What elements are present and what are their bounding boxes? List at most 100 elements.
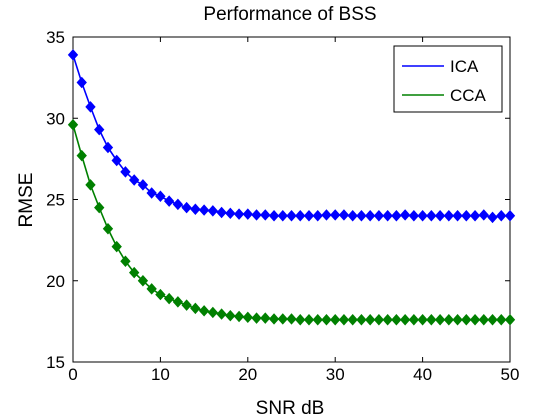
data-point [242, 311, 253, 324]
data-point [295, 314, 306, 326]
data-point [268, 210, 280, 222]
data-point [129, 266, 140, 279]
y-tick-label: 25 [46, 191, 65, 210]
data-point [198, 204, 210, 216]
data-point [137, 179, 149, 191]
data-point [163, 292, 175, 305]
data-point [391, 210, 402, 222]
data-point [207, 205, 219, 217]
x-tick-label: 30 [326, 365, 345, 384]
y-tick-label: 15 [46, 353, 65, 372]
y-tick-label: 35 [46, 28, 65, 47]
data-point [277, 313, 288, 325]
data-point [487, 314, 498, 326]
data-point [137, 275, 149, 287]
data-point [277, 210, 288, 222]
data-point [504, 210, 516, 222]
data-point [76, 149, 87, 162]
data-point [504, 314, 516, 326]
data-point [469, 314, 481, 326]
y-axis-label: RMSE [16, 173, 37, 228]
data-point [321, 314, 332, 326]
data-point [312, 314, 323, 326]
data-point [347, 314, 358, 326]
x-tick-label: 40 [413, 365, 432, 384]
data-point [120, 255, 131, 267]
data-point [172, 198, 184, 211]
data-point [94, 123, 105, 136]
data-point [129, 174, 140, 186]
data-point [434, 314, 446, 326]
data-point [260, 209, 271, 221]
data-point [102, 141, 114, 154]
data-point [373, 314, 385, 326]
x-tick-label: 10 [151, 365, 170, 384]
chart-title: Performance of BSS [203, 4, 376, 25]
legend: ICA CCA [393, 45, 503, 113]
data-point [286, 210, 297, 222]
data-point [172, 296, 184, 308]
data-point [303, 314, 315, 326]
y-tick-label: 20 [46, 272, 65, 291]
data-point [443, 314, 454, 326]
data-point [120, 166, 131, 178]
data-point [382, 314, 393, 326]
data-point [364, 210, 376, 222]
data-point [496, 210, 507, 222]
data-point [251, 209, 262, 221]
data-point [434, 210, 446, 222]
data-point [356, 210, 367, 222]
data-point [469, 210, 481, 222]
data-point [233, 208, 245, 220]
legend-box [393, 45, 503, 113]
data-point [426, 210, 437, 222]
data-point [190, 203, 201, 215]
data-point [286, 313, 297, 325]
data-point [67, 119, 79, 131]
data-point [338, 209, 350, 221]
axis-ticks: 0 10 20 30 40 50 15 20 25 30 35 [46, 28, 519, 384]
legend-label-cca: CCA [450, 86, 487, 105]
x-tick-label: 0 [68, 365, 77, 384]
series-layer [67, 49, 516, 326]
data-point [268, 313, 280, 325]
data-point [181, 201, 192, 214]
x-axis-label: SNR dB [256, 398, 325, 419]
data-point [198, 305, 210, 317]
series-cca [67, 119, 516, 326]
x-tick-label: 20 [238, 365, 257, 384]
data-point [487, 211, 498, 224]
data-point [155, 190, 166, 202]
data-point [452, 210, 463, 222]
data-point [111, 154, 122, 167]
data-point [181, 299, 192, 311]
data-point [216, 206, 227, 219]
data-point [338, 314, 350, 326]
data-point [408, 314, 420, 326]
data-point [330, 209, 341, 221]
data-point [382, 210, 393, 222]
data-point [94, 201, 105, 214]
data-point [399, 209, 411, 221]
data-point [461, 314, 472, 326]
data-point [478, 314, 489, 326]
data-point [461, 210, 472, 222]
data-point [146, 187, 157, 199]
data-point [207, 306, 219, 319]
data-point [85, 101, 96, 113]
data-point [312, 210, 323, 222]
data-point [216, 308, 227, 320]
data-point [356, 314, 367, 326]
data-point [399, 314, 411, 326]
data-point [417, 210, 428, 222]
data-point [364, 314, 376, 326]
data-point [102, 223, 114, 235]
data-point [233, 310, 245, 323]
legend-label-ica: ICA [450, 57, 479, 76]
data-point [426, 314, 437, 326]
data-point [443, 210, 454, 222]
data-point [330, 314, 341, 326]
data-point [347, 210, 358, 222]
data-point [478, 209, 489, 221]
